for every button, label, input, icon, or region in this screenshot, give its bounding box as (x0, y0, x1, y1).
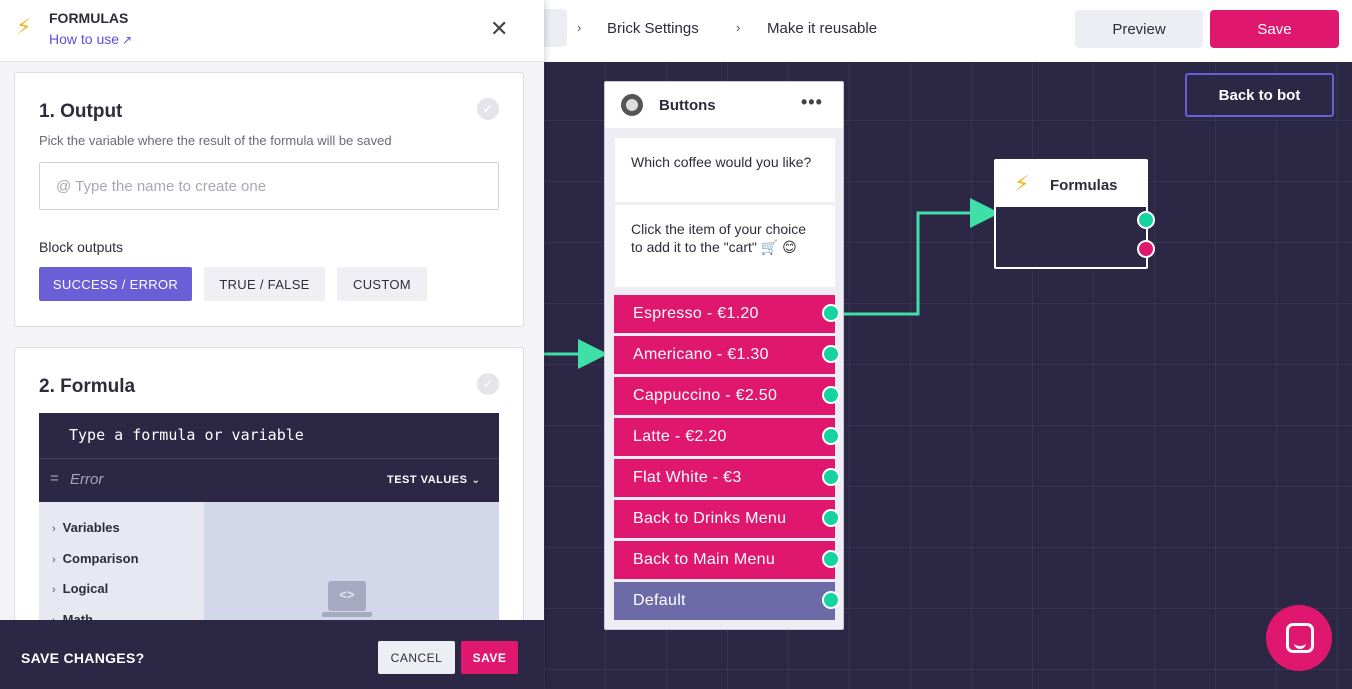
close-icon[interactable]: ✕ (490, 16, 509, 41)
formula-preview-area: <> (204, 502, 499, 633)
function-category-list: ›Variables ›Comparison ›Logical ›Math (39, 502, 204, 633)
flow-canvas[interactable]: Back to bot Buttons ••• Which coffee wou… (544, 62, 1352, 689)
option-cappuccino[interactable]: Cappuccino - €2.50 (614, 377, 835, 415)
code-icon: <> (322, 581, 372, 617)
option-default[interactable]: Default (614, 582, 835, 620)
test-values-label[interactable]: TEST VALUES (387, 474, 468, 486)
option-back-to-main[interactable]: Back to Main Menu (614, 541, 835, 579)
how-to-use-label[interactable]: How to use (49, 31, 120, 47)
espresso-to-formulas-connection (840, 198, 1000, 316)
option-espresso[interactable]: Espresso - €1.20 (614, 295, 835, 333)
formulas-panel: ⚡ FORMULAS How to use ↗ ✕ 1. Output ✓ Pic… (0, 0, 544, 689)
test-values-dropdown[interactable]: TEST VALUES ⌄ (387, 474, 480, 486)
option-back-to-drinks[interactable]: Back to Drinks Menu (614, 500, 835, 538)
output-port[interactable] (822, 304, 840, 322)
more-options-icon[interactable]: ••• (801, 92, 823, 112)
save-changes-bar: SAVE CHANGES? CANCEL SAVE (0, 620, 544, 689)
category-label[interactable]: Logical (62, 581, 109, 596)
breadcrumb-separator: › (736, 20, 741, 35)
panel-title: FORMULAS (49, 10, 129, 26)
output-port[interactable] (822, 345, 840, 363)
output-port[interactable] (822, 427, 840, 445)
how-to-use-link[interactable]: How to use ↗ (49, 31, 132, 47)
preview-button[interactable]: Preview (1075, 10, 1203, 48)
lightning-icon: ⚡ (16, 14, 32, 39)
output-port[interactable] (822, 550, 840, 568)
formula-editor: Type a formula or variable = Error TEST … (39, 413, 499, 633)
output-description: Pick the variable where the result of th… (39, 133, 392, 148)
cancel-button[interactable]: CANCEL (378, 641, 455, 674)
check-icon: ✓ (477, 98, 499, 120)
chat-launcher-button[interactable] (1266, 605, 1332, 671)
breadcrumb-make-reusable[interactable]: Make it reusable (767, 20, 878, 37)
save-button[interactable]: Save (1210, 10, 1339, 48)
formula-input[interactable]: Type a formula or variable (39, 413, 499, 459)
output-port[interactable] (822, 386, 840, 404)
chat-icon (1286, 623, 1314, 653)
buttons-node-header: Buttons ••• (605, 82, 843, 128)
option-americano[interactable]: Americano - €1.30 (614, 336, 835, 374)
category-label[interactable]: Comparison (62, 551, 139, 566)
success-output-port[interactable] (1137, 211, 1155, 229)
lightning-icon: ⚡ (1014, 171, 1030, 196)
block-outputs-label: Block outputs (39, 239, 124, 255)
back-to-bot-button[interactable]: Back to bot (1185, 73, 1334, 117)
option-latte[interactable]: Latte - €2.20 (614, 418, 835, 456)
buttons-node-icon (621, 94, 643, 116)
formulas-node-header: ⚡ Formulas (996, 161, 1146, 207)
formulas-node-body (996, 207, 1146, 267)
formulas-node-title: Formulas (1050, 177, 1118, 194)
breadcrumb-brick-settings[interactable]: Brick Settings (607, 20, 699, 37)
output-card: 1. Output ✓ Pick the variable where the … (14, 72, 524, 327)
output-port[interactable] (822, 509, 840, 527)
formulas-node[interactable]: ⚡ Formulas (994, 159, 1148, 269)
buttons-node-body: Which coffee would you like? Click the i… (605, 128, 843, 629)
output-port[interactable] (822, 468, 840, 486)
category-variables[interactable]: › Variables (52, 520, 120, 535)
output-card-title: 1. Output (39, 101, 123, 122)
buttons-node[interactable]: Buttons ••• Which coffee would you like?… (604, 81, 844, 630)
true-false-tab[interactable]: TRUE / FALSE (204, 267, 325, 301)
check-icon: ✓ (477, 373, 499, 395)
save-changes-label: SAVE CHANGES? (21, 650, 145, 666)
output-variable-input[interactable] (39, 162, 499, 210)
option-flat-white[interactable]: Flat White - €3 (614, 459, 835, 497)
breadcrumb-separator: › (577, 20, 582, 35)
equals-sign: = (50, 470, 59, 487)
external-link-icon[interactable]: ↗ (122, 33, 133, 47)
message-bubble: Which coffee would you like? (615, 138, 835, 202)
success-error-tab[interactable]: SUCCESS / ERROR (39, 267, 192, 301)
error-output-port[interactable] (1137, 240, 1155, 258)
category-logical[interactable]: › Logical (52, 581, 108, 596)
chevron-right-icon: › (52, 523, 56, 535)
connection-wires (544, 198, 1000, 369)
custom-tab[interactable]: CUSTOM (337, 267, 427, 301)
formula-card-title: 2. Formula (39, 376, 136, 397)
chevron-right-icon: › (52, 554, 56, 566)
buttons-node-title: Buttons (659, 97, 716, 114)
formula-result: Error (70, 471, 104, 488)
chevron-down-icon[interactable]: ⌄ (471, 475, 481, 486)
chevron-right-icon: › (52, 584, 56, 596)
message-bubble: Click the item of your choice to add it … (615, 205, 835, 287)
formula-result-bar: = Error TEST VALUES ⌄ (39, 459, 499, 502)
output-port[interactable] (822, 591, 840, 609)
category-comparison[interactable]: › Comparison (52, 551, 139, 566)
formula-card: 2. Formula ✓ Type a formula or variable … (14, 347, 524, 647)
panel-header: ⚡ FORMULAS How to use ↗ ✕ (0, 0, 544, 62)
save-changes-button[interactable]: SAVE (461, 641, 518, 674)
category-label[interactable]: Variables (62, 520, 120, 535)
